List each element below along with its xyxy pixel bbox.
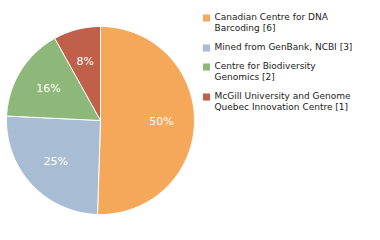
svg-text:Centre for BiodiversityGenomic: Centre for BiodiversityGenomics [2] [215,61,317,82]
svg-text:16%: 16% [36,82,60,95]
svg-text:McGill University and GenomeQu: McGill University and GenomeQuebec Innov… [215,91,352,112]
svg-text:Mined from GenBank, NCBI [3]: Mined from GenBank, NCBI [3] [215,42,353,52]
svg-text:50%: 50% [149,115,173,128]
svg-text:25%: 25% [43,155,67,168]
svg-text:Canadian Centre for DNABarcodi: Canadian Centre for DNABarcoding [6] [215,12,329,33]
svg-text:8%: 8% [76,55,93,68]
